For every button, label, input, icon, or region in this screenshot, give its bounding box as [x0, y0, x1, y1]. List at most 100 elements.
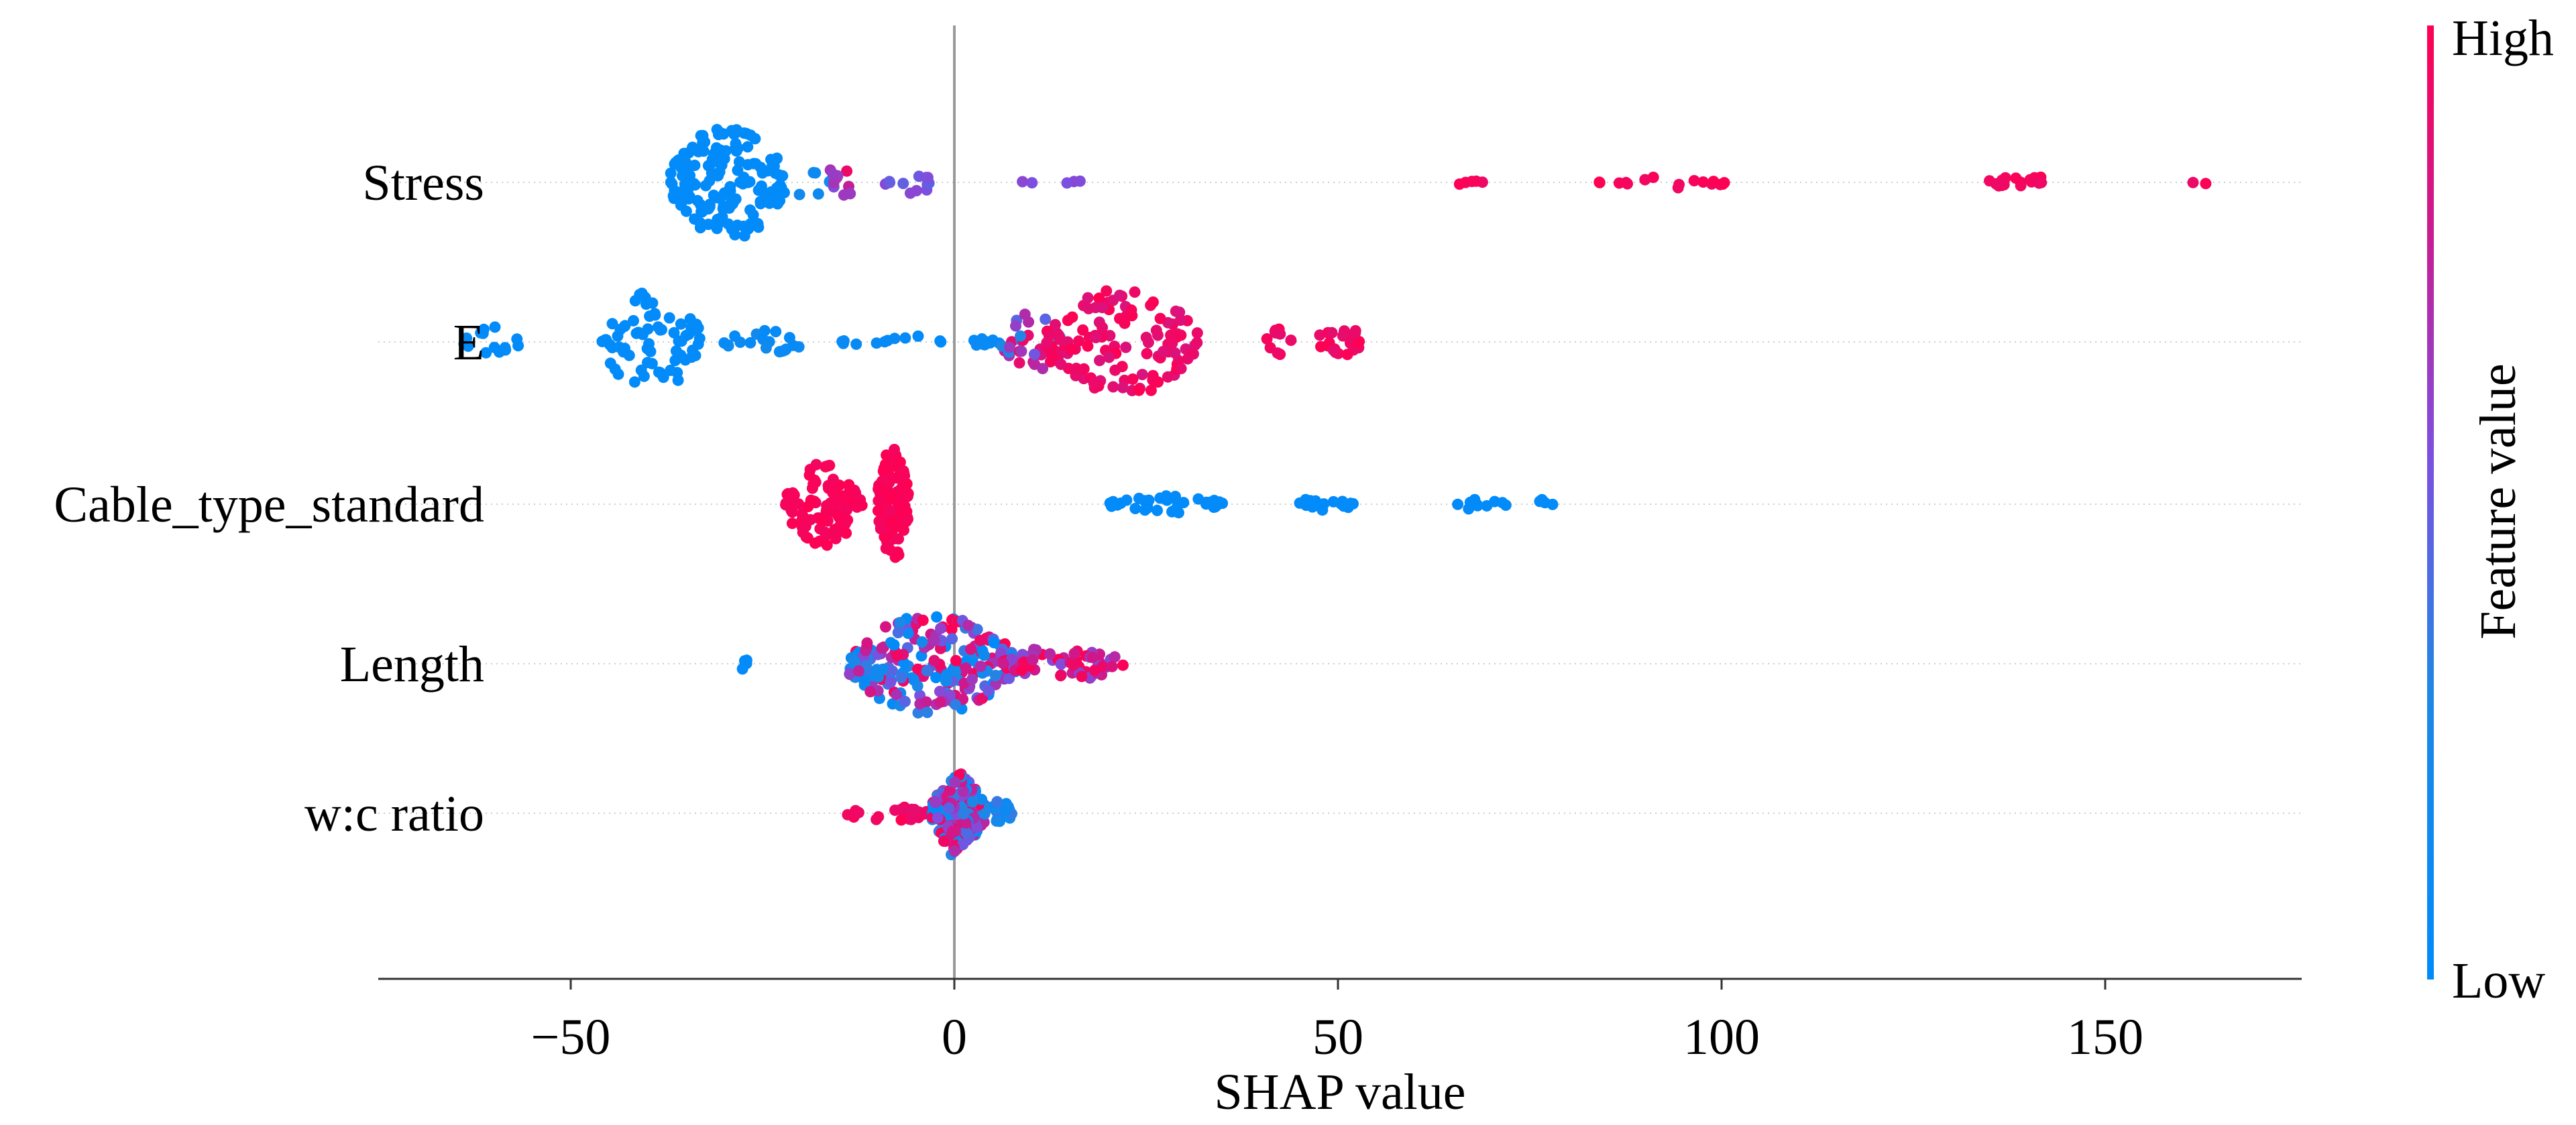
feature-row-cable-type-standard	[780, 444, 1559, 563]
shap-point	[1162, 371, 1174, 383]
colorbar	[2427, 25, 2434, 980]
shap-point	[711, 123, 723, 135]
shap-point	[1109, 651, 1121, 663]
x-axis-ticks: −50 0 50 100 150	[531, 979, 2143, 1065]
shap-point	[1459, 176, 1471, 188]
shap-point	[1534, 495, 1546, 508]
shap-point	[1055, 658, 1067, 670]
shap-point	[702, 160, 714, 172]
shap-point	[606, 318, 618, 330]
shap-point	[899, 695, 911, 707]
shap-point	[831, 497, 843, 509]
shap-point	[822, 479, 834, 491]
shap-point	[920, 696, 932, 708]
shap-point	[1470, 175, 1482, 187]
shap-point	[1107, 381, 1119, 393]
shap-point	[829, 487, 841, 499]
shap-point	[889, 444, 900, 455]
shap-point	[634, 288, 646, 300]
shap-point	[852, 665, 864, 677]
shap-point	[1040, 313, 1052, 325]
shap-point	[1326, 327, 1338, 339]
shap-point	[1015, 345, 1027, 357]
shap-point	[949, 776, 961, 788]
shap-point	[1004, 341, 1015, 353]
shap-point	[876, 642, 888, 654]
shap-point	[990, 670, 1001, 681]
shap-point	[840, 502, 852, 514]
shap-point	[1337, 330, 1349, 342]
shap-point	[1050, 318, 1061, 331]
shap-point	[948, 845, 960, 857]
shap-point	[902, 489, 914, 501]
shap-point	[1093, 292, 1105, 304]
shap-point	[738, 230, 750, 242]
shap-point	[873, 811, 885, 823]
shap-point	[960, 817, 972, 829]
shap-point	[1463, 503, 1475, 515]
shap-point	[976, 794, 988, 805]
shap-point	[965, 643, 976, 655]
shap-point	[822, 460, 834, 472]
shap-point	[635, 364, 647, 376]
shap-point	[1133, 492, 1145, 504]
shap-point	[677, 170, 688, 182]
shap-point	[932, 812, 944, 824]
shap-point	[697, 145, 710, 157]
x-tick-label: −50	[531, 1009, 611, 1065]
shap-point	[694, 217, 706, 229]
shap-point	[1103, 351, 1115, 363]
shap-point	[875, 483, 886, 495]
shap-point	[966, 796, 978, 808]
shap-point	[1169, 347, 1181, 359]
feature-label-e: E	[453, 314, 484, 371]
shap-point	[797, 526, 809, 538]
shap-point	[672, 374, 684, 386]
shap-point	[1070, 363, 1082, 374]
shap-point	[1062, 314, 1074, 327]
shap-point	[771, 153, 783, 165]
colorbar-title: Feature value	[2470, 363, 2526, 639]
shap-point	[1452, 498, 1464, 510]
shap-point	[2010, 172, 2022, 184]
shap-point	[898, 657, 910, 668]
shap-point	[665, 167, 677, 179]
shap-point	[1017, 176, 1029, 188]
shap-point	[916, 636, 928, 648]
shap-point	[807, 478, 820, 490]
shap-point	[718, 337, 730, 349]
shap-point	[1175, 363, 1187, 375]
shap-point	[1191, 337, 1203, 349]
shap-point	[889, 805, 901, 816]
shap-point	[960, 827, 972, 839]
shap-point	[978, 339, 991, 351]
shap-point	[1088, 377, 1100, 389]
shap-point	[729, 330, 741, 342]
shap-point	[960, 662, 972, 674]
shap-point	[754, 196, 767, 208]
shap-point	[770, 326, 782, 338]
shap-point	[1672, 182, 1684, 194]
shap-point	[988, 637, 1000, 648]
shap-point	[966, 673, 978, 685]
shap-point	[1139, 504, 1151, 516]
shap-point	[1469, 493, 1481, 506]
shap-point	[1119, 317, 1131, 329]
shap-point	[1129, 503, 1141, 514]
shap-point	[1046, 349, 1058, 361]
shap-point	[842, 809, 854, 821]
shap-point	[821, 499, 833, 512]
shap-point	[912, 707, 924, 719]
shap-point	[1261, 333, 1273, 345]
shap-point	[944, 784, 956, 796]
shap-point	[1718, 177, 1730, 188]
shap-point	[619, 343, 630, 355]
shap-point	[902, 628, 914, 640]
shap-point	[858, 675, 871, 687]
shap-point	[1145, 384, 1157, 396]
shap-point	[2200, 178, 2212, 190]
shap-point	[1077, 324, 1089, 336]
shap-point	[642, 357, 653, 369]
shap-point	[1109, 364, 1121, 376]
shap-point	[744, 337, 757, 349]
